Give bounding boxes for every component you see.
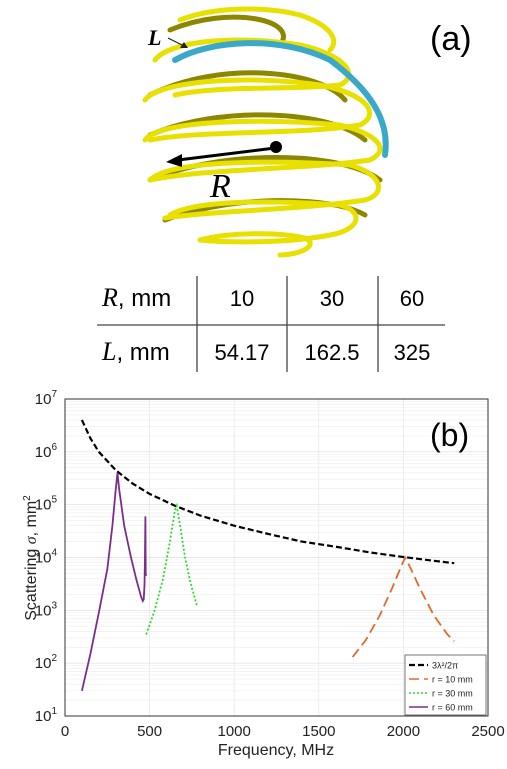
table-cell: 54.17 bbox=[214, 340, 269, 365]
panel-b-label: (b) bbox=[430, 417, 469, 453]
radius-symbol: R bbox=[209, 168, 231, 205]
parameter-table: R, mm 10 30 60 L, mm 54.17 162.5 325 bbox=[97, 276, 445, 372]
x-tick-label: 1500 bbox=[302, 723, 335, 740]
legend-label: r = 10 mm bbox=[432, 675, 473, 685]
legend-label: r = 30 mm bbox=[432, 689, 473, 699]
y-tick-label: 107 bbox=[35, 389, 58, 408]
y-axis-label: Scattering σ, mm2 bbox=[22, 495, 40, 621]
table-cell: 162.5 bbox=[304, 340, 359, 365]
y-tick-label: 102 bbox=[35, 653, 58, 672]
table-row-l-label: L, mm bbox=[101, 337, 170, 366]
center-dot bbox=[270, 141, 282, 153]
panel-a-label: (a) bbox=[430, 20, 472, 58]
x-tick-label: 2000 bbox=[387, 723, 420, 740]
x-axis-label: Frequency, MHz bbox=[218, 742, 334, 759]
y-tick-label: 101 bbox=[35, 706, 58, 725]
legend-label: 3λ²/2π bbox=[432, 661, 458, 671]
scattering-chart: 0 500 1000 1500 2000 2500 1011021031041051061… bbox=[22, 389, 505, 759]
y-tick-label: 106 bbox=[35, 442, 58, 461]
table-row-r-label: R, mm bbox=[101, 283, 171, 312]
table-cell: 325 bbox=[394, 340, 431, 365]
series-line-4 bbox=[82, 473, 146, 691]
radius-arrow-head bbox=[166, 154, 182, 167]
x-tick-labels: 0 500 1000 1500 2000 2500 bbox=[61, 723, 505, 740]
table-cell: 60 bbox=[400, 286, 424, 311]
chart-series bbox=[82, 420, 454, 691]
helix-sphere-illustration bbox=[145, 9, 386, 255]
chart-legend: 3λ²/2π r = 10 mm r = 30 mm r = 60 mm bbox=[405, 655, 486, 715]
x-tick-label: 500 bbox=[137, 723, 162, 740]
x-tick-label: 2500 bbox=[471, 723, 504, 740]
x-tick-label: 0 bbox=[61, 723, 69, 740]
table-cell: 10 bbox=[230, 286, 254, 311]
table-cell: 30 bbox=[320, 286, 344, 311]
length-symbol: L bbox=[147, 25, 161, 50]
legend-label: r = 60 mm bbox=[432, 703, 473, 713]
x-tick-label: 1000 bbox=[218, 723, 251, 740]
